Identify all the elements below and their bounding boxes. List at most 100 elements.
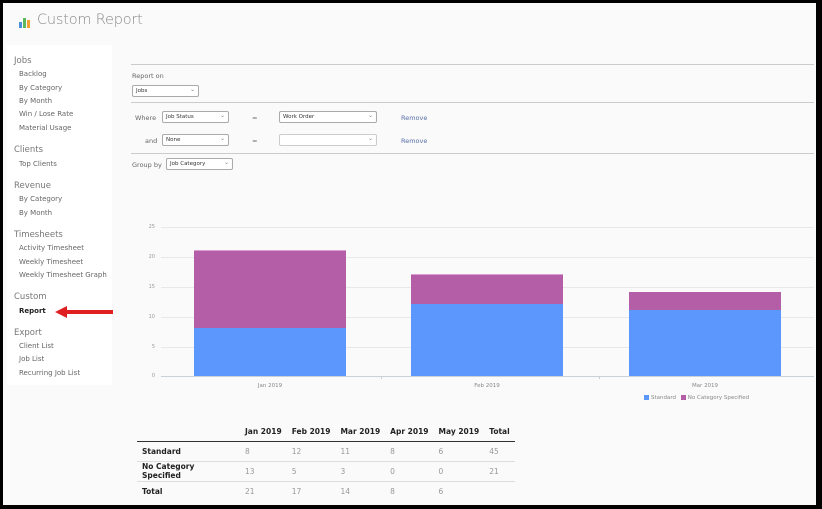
sidebar-section-jobs: Jobs bbox=[14, 56, 32, 66]
table-row: Standard 8 12 11 8 6 45 bbox=[137, 441, 515, 462]
table-cell: 6 bbox=[438, 486, 444, 496]
y-tick: 25 bbox=[148, 224, 155, 230]
sidebar-item-jobs-by-category[interactable]: By Category bbox=[19, 84, 63, 92]
table-cell: 0 bbox=[433, 461, 485, 482]
remove-where-link[interactable]: Remove bbox=[401, 114, 428, 122]
table-header: Mar 2019 bbox=[335, 422, 386, 442]
gridline bbox=[161, 257, 814, 258]
sidebar-item-revenue-by-category[interactable]: By Category bbox=[19, 195, 63, 203]
table-cell: 6 bbox=[433, 441, 485, 462]
legend-swatch-standard bbox=[644, 395, 649, 400]
group-by-select[interactable]: Job Category ⌄ bbox=[166, 158, 233, 170]
chevron-down-icon: ⌄ bbox=[189, 86, 195, 93]
table-cell bbox=[484, 481, 515, 501]
sidebar-item-revenue-by-month[interactable]: By Month bbox=[19, 209, 53, 217]
table-cell: 8 bbox=[240, 441, 287, 462]
bar-feb-standard[interactable] bbox=[411, 304, 563, 376]
bar-mar-no-category[interactable] bbox=[629, 292, 781, 310]
where-value-text: Work Order bbox=[283, 114, 315, 120]
where-label: Where bbox=[135, 114, 157, 122]
table-header: Jan 2019 bbox=[240, 422, 287, 442]
report-on-value: Jobs bbox=[136, 88, 148, 94]
sidebar-section-revenue: Revenue bbox=[14, 181, 52, 191]
table-header: Feb 2019 bbox=[286, 422, 336, 442]
where-field-select[interactable]: Job Status ⌄ bbox=[162, 111, 229, 123]
bar-mar-standard[interactable] bbox=[629, 310, 781, 376]
sidebar-item-activity-timesheet[interactable]: Activity Timesheet bbox=[19, 244, 84, 252]
legend-swatch-no-category bbox=[680, 395, 686, 400]
table-cell: 12 bbox=[286, 441, 336, 462]
report-on-label: Report on bbox=[132, 72, 164, 80]
sidebar-item-backlog[interactable]: Backlog bbox=[19, 70, 47, 78]
sidebar-section-clients: Clients bbox=[14, 145, 44, 155]
table-cell: 8 bbox=[385, 441, 434, 462]
legend-label: Standard bbox=[651, 395, 677, 401]
gridline bbox=[161, 227, 814, 228]
equals-sign: = bbox=[252, 137, 258, 145]
table-header bbox=[137, 422, 240, 442]
table-cell: 5 bbox=[286, 461, 336, 482]
y-tick: 10 bbox=[148, 314, 155, 320]
table-cell: 11 bbox=[335, 441, 386, 462]
sidebar-item-weekly-timesheet-graph[interactable]: Weekly Timesheet Graph bbox=[19, 271, 107, 279]
row-header: No Category Specified bbox=[137, 461, 240, 482]
sidebar-item-report[interactable]: Report bbox=[19, 307, 46, 315]
sidebar-item-recurring-job-list[interactable]: Recurring Job List bbox=[19, 369, 81, 377]
divider bbox=[131, 64, 814, 65]
table-cell: 17 bbox=[291, 486, 302, 496]
chevron-down-icon: ⌄ bbox=[367, 135, 373, 142]
sidebar-item-job-list[interactable]: Job List bbox=[19, 355, 45, 363]
sidebar-item-jobs-by-month[interactable]: By Month bbox=[19, 97, 53, 105]
table-cell: 13 bbox=[240, 461, 287, 482]
group-by-value: Job Category bbox=[170, 161, 206, 167]
chevron-down-icon: ⌄ bbox=[367, 112, 373, 119]
red-arrow-annotation bbox=[55, 306, 113, 318]
report-table: Jan 2019 Feb 2019 Mar 2019 Apr 2019 May … bbox=[137, 422, 515, 501]
stacked-bar-chart: 25 20 15 10 5 0 Jan 2019 Feb 2019 Mar 20… bbox=[3, 3, 816, 505]
remove-and-link[interactable]: Remove bbox=[401, 137, 428, 145]
report-on-select[interactable]: Jobs ⌄ bbox=[132, 85, 199, 97]
x-label: Feb 2019 bbox=[474, 383, 500, 389]
x-label: Jan 2019 bbox=[257, 383, 283, 389]
table-cell: 0 bbox=[385, 461, 434, 482]
table-cell: 21 bbox=[245, 486, 255, 496]
sidebar-item-client-list[interactable]: Client List bbox=[19, 342, 54, 350]
y-tick: 5 bbox=[151, 344, 155, 350]
table-header: Total bbox=[484, 422, 515, 442]
row-header: Standard bbox=[137, 441, 240, 462]
table-cell: 3 bbox=[335, 461, 386, 482]
and-label: and bbox=[145, 137, 158, 145]
sidebar-item-top-clients[interactable]: Top Clients bbox=[19, 160, 57, 168]
app-window: Custom Report Jobs Backlog By Category B… bbox=[3, 3, 816, 505]
row-header: Total bbox=[142, 486, 163, 496]
and-value-select[interactable]: ⌄ bbox=[279, 134, 377, 146]
equals-sign: = bbox=[252, 114, 258, 122]
x-label: Mar 2019 bbox=[691, 383, 719, 389]
table-header: Apr 2019 bbox=[385, 422, 434, 442]
bar-jan-no-category[interactable] bbox=[194, 250, 346, 328]
bar-jan-standard[interactable] bbox=[194, 328, 346, 376]
divider bbox=[131, 102, 814, 103]
table-header-row: Jan 2019 Feb 2019 Mar 2019 Apr 2019 May … bbox=[137, 422, 515, 442]
y-tick: 15 bbox=[148, 284, 155, 290]
page-title: Custom Report bbox=[37, 12, 143, 28]
sidebar-section-export: Export bbox=[14, 328, 42, 338]
sidebar-item-material-usage[interactable]: Material Usage bbox=[19, 124, 72, 132]
group-by-label: Group by bbox=[132, 161, 162, 169]
y-tick: 20 bbox=[148, 254, 155, 260]
sidebar-item-win-lose-rate[interactable]: Win / Lose Rate bbox=[19, 110, 74, 118]
where-value-select[interactable]: Work Order ⌄ bbox=[279, 111, 377, 123]
and-field-value: None bbox=[166, 137, 181, 143]
table-cell: 8 bbox=[390, 486, 395, 496]
and-field-select[interactable]: None ⌄ bbox=[162, 134, 229, 146]
sidebar-item-weekly-timesheet[interactable]: Weekly Timesheet bbox=[19, 258, 84, 266]
where-field-value: Job Status bbox=[166, 114, 194, 120]
table-cell: 45 bbox=[484, 441, 515, 462]
x-tick-mark bbox=[381, 376, 382, 379]
bar-feb-no-category[interactable] bbox=[411, 274, 563, 304]
chevron-down-icon: ⌄ bbox=[223, 159, 229, 166]
sidebar-section-custom: Custom bbox=[14, 292, 47, 302]
x-tick-mark bbox=[599, 376, 600, 379]
legend-label: No Category Specified bbox=[687, 395, 750, 401]
table-row: No Category Specified 13 5 3 0 0 21 bbox=[137, 461, 515, 482]
